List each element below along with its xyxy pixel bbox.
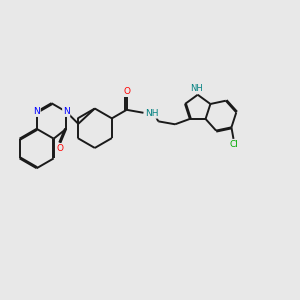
Text: NH: NH [145, 109, 158, 118]
Text: NH: NH [190, 84, 203, 93]
Text: O: O [123, 87, 130, 96]
Text: N: N [33, 107, 40, 116]
Text: N: N [63, 107, 70, 116]
Text: O: O [56, 144, 63, 153]
Text: Cl: Cl [230, 140, 239, 149]
